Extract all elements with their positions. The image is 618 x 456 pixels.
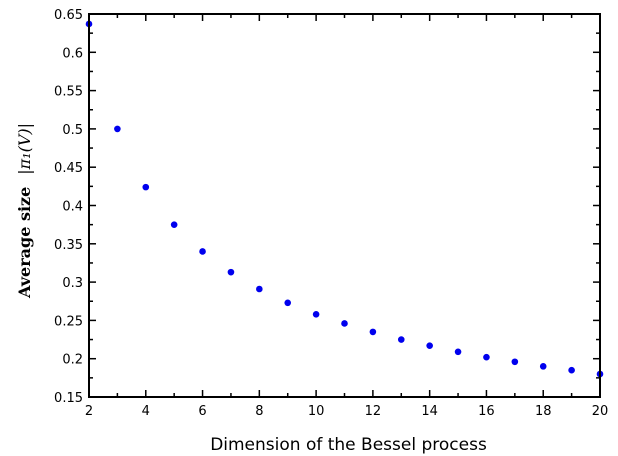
- x-tick-label: 12: [365, 404, 382, 419]
- x-tick-label: 18: [535, 404, 552, 419]
- y-axis-label: Average size |π₁(V)|: [15, 123, 34, 299]
- x-tick-label: 4: [142, 404, 150, 419]
- x-tick-label: 6: [198, 404, 206, 419]
- data-point: [483, 353, 490, 361]
- data-point: [369, 328, 377, 336]
- data-point: [539, 363, 547, 370]
- x-tick-label: 20: [592, 404, 609, 419]
- x-tick-label: 2: [85, 404, 93, 419]
- data-point: [256, 285, 263, 293]
- data-point: [397, 336, 405, 343]
- y-tick-label: 0.4: [62, 200, 83, 215]
- y-tick-label: 0.2: [62, 353, 83, 368]
- data-point: [426, 342, 433, 349]
- data-point: [511, 358, 519, 366]
- x-tick-label: 14: [421, 404, 438, 419]
- y-tick-label: 0.25: [54, 314, 83, 329]
- y-tick-label: 0.65: [54, 8, 83, 23]
- data-point: [114, 125, 121, 133]
- x-tick-labels: 2 4 6 8 10 12 14 16 18 20: [85, 404, 608, 419]
- y-tick-label: 0.45: [54, 161, 83, 176]
- y-tick-label: 0.3: [62, 276, 83, 291]
- data-point: [312, 310, 320, 318]
- data-point: [284, 299, 292, 307]
- y-tick-labels: 0.15 0.2 0.25 0.3 0.35 0.4 0.45 0.5 0.55 0.6 0.65: [54, 8, 83, 406]
- axis-ticks: [88, 13, 601, 398]
- data-point: [568, 366, 575, 374]
- data-points: [85, 20, 604, 378]
- svg-text:Average size |π₁(V)|: Average size |π₁(V)|: [15, 123, 34, 299]
- x-axis-label: Dimension of the Bessel process: [210, 435, 487, 455]
- y-tick-label: 0.55: [54, 85, 83, 100]
- data-point: [142, 183, 150, 191]
- y-tick-label: 0.6: [62, 46, 83, 61]
- x-tick-label: 16: [478, 404, 495, 419]
- y-tick-label: 0.15: [54, 391, 83, 406]
- y-tick-label: 0.35: [54, 238, 83, 253]
- x-tick-label: 8: [255, 404, 263, 419]
- y-axis-label-text: Average size: [15, 187, 34, 299]
- plot-frame: [88, 13, 601, 398]
- y-tick-label: 0.5: [62, 123, 83, 138]
- data-point: [170, 221, 178, 228]
- data-point: [454, 348, 462, 356]
- x-tick-label: 10: [308, 404, 325, 419]
- y-axis-label-math: |π₁(V)|: [15, 123, 34, 175]
- data-point: [199, 248, 206, 255]
- data-point: [227, 268, 235, 276]
- data-point: [341, 320, 348, 327]
